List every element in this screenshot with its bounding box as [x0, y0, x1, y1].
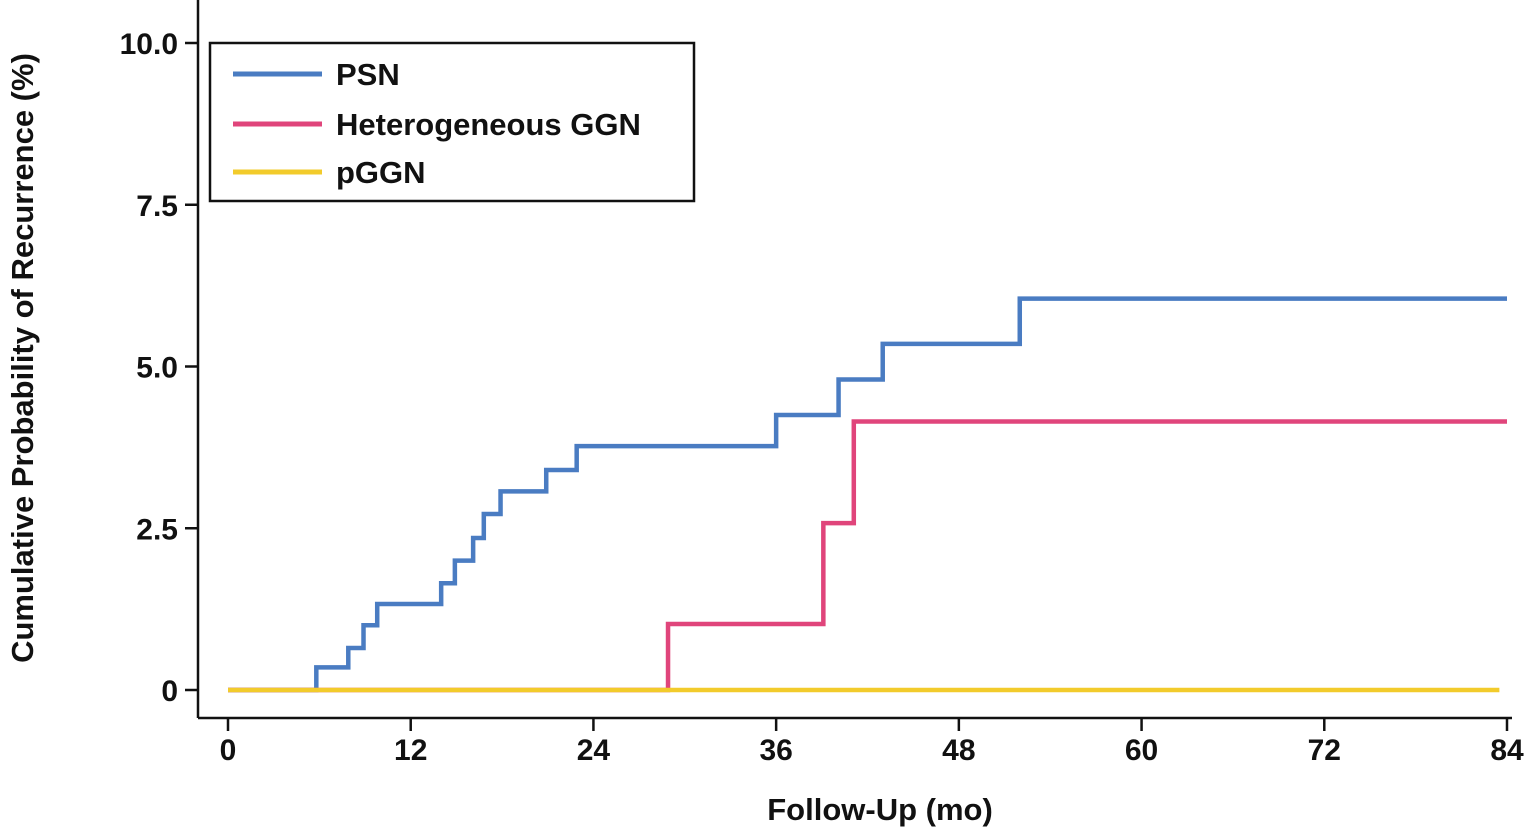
x-tick-label: 60 [1125, 734, 1158, 767]
y-tick-label: 5.0 [136, 352, 178, 385]
x-tick-label: 72 [1308, 734, 1341, 767]
series-layer [228, 296, 1507, 693]
legend-item-psn: PSN [233, 57, 400, 92]
legend-label-heterogeneous-ggn: Heterogeneous GGN [336, 107, 641, 142]
x-tick-label: 12 [394, 734, 427, 767]
legend-item-heterogeneous-ggn: Heterogeneous GGN [233, 107, 641, 142]
series-line-heterogeneous-ggn [228, 419, 1507, 693]
y-tick-label: 2.5 [136, 513, 178, 546]
x-tick-label: 24 [577, 734, 611, 767]
series-line-psn [228, 296, 1507, 693]
x-axis-title: Follow-Up (mo) [767, 792, 993, 827]
y-tick-label: 7.5 [136, 190, 178, 223]
axes [196, 0, 1512, 720]
x-tick-label: 36 [759, 734, 792, 767]
legend: PSN Heterogeneous GGN pGGN [208, 41, 696, 203]
legend-label-pggn: pGGN [336, 155, 426, 190]
legend-label-psn: PSN [336, 57, 400, 92]
legend-item-pggn: pGGN [233, 155, 426, 190]
y-tick-label: 0 [161, 675, 178, 708]
y-axis-title: Cumulative Probability of Recurrence (%) [5, 53, 40, 663]
x-tick-label: 84 [1490, 734, 1524, 767]
x-tick-label: 48 [942, 734, 975, 767]
ticks-layer: 0 2.5 5.0 7.5 10.0 0 12 24 36 48 60 72 84 [120, 28, 1524, 767]
y-tick-label: 10.0 [120, 28, 178, 61]
x-tick-label: 0 [220, 734, 237, 767]
